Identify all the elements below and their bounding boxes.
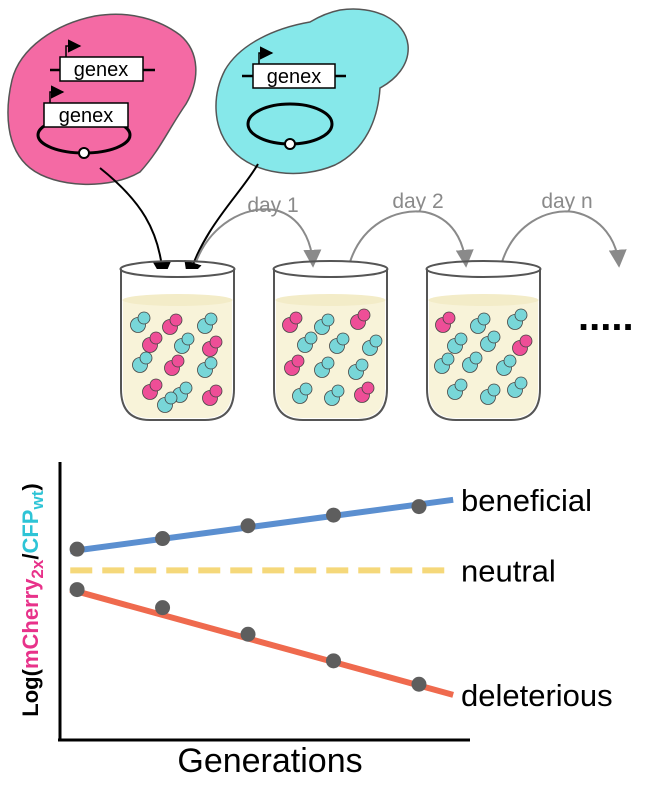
data-point <box>411 499 427 515</box>
pink-yeast-cell <box>284 354 305 376</box>
pink-yeast-cell <box>512 334 533 356</box>
cyan-yeast-cell <box>470 312 491 334</box>
pink-yeast-cell <box>142 378 163 400</box>
pink-gene-label-top: genex <box>74 59 129 81</box>
cyan-yeast-cell <box>447 332 468 354</box>
pink-gene-box-plasmid <box>43 102 129 128</box>
pink-yeast-cell <box>164 354 185 376</box>
pink-yeast-cell <box>202 384 223 406</box>
pink-strain-cell: genex genex <box>7 13 197 185</box>
cyan-yeast-cell <box>132 351 153 373</box>
pink-gene-label-plasmid: genex <box>59 105 114 127</box>
cyan-yeast-cell <box>324 384 345 406</box>
pink-yeast-cell <box>162 313 183 335</box>
cyan-yeast-cell <box>507 376 528 398</box>
cyan-yeast-cell <box>507 308 528 330</box>
pink-gene-box-top <box>59 56 144 82</box>
cyan-yeast-cell <box>447 378 468 400</box>
promoter-arrow-icon <box>65 39 82 57</box>
pink-yeast-cell <box>202 335 223 357</box>
transfer-label-day1: day 1 <box>247 194 298 217</box>
data-point <box>155 600 171 616</box>
pink-inoculation-arrow <box>99 167 171 280</box>
data-point <box>69 541 85 557</box>
cyan-yeast-cell <box>130 311 151 333</box>
culture-tube-3 <box>425 260 542 421</box>
cyan-yeast-cell <box>348 358 369 380</box>
series-label-beneficial: beneficial <box>461 483 592 518</box>
pink-yeast-cell <box>354 381 375 403</box>
transfer-arrow-dayn <box>501 210 627 268</box>
cyan-gene-label: genex <box>267 66 322 88</box>
cyan-yeast-cell <box>480 330 501 352</box>
data-point <box>326 507 342 523</box>
cyan-yeast-cell <box>462 351 483 373</box>
series-label-neutral: neutral <box>461 553 556 588</box>
cyan-yeast-cell <box>434 352 455 374</box>
data-point <box>240 626 256 642</box>
cyan-yeast-cell <box>174 332 195 354</box>
cyan-yeast-cell <box>314 313 335 335</box>
data-point <box>326 653 342 669</box>
cyan-yeast-cell <box>329 332 350 354</box>
cyan-yeast-cell <box>480 383 501 405</box>
cyan-cell-body <box>215 8 409 175</box>
transfer-arrow-day2 <box>349 210 474 268</box>
data-point <box>240 518 256 534</box>
pink-plasmid-origin <box>78 147 90 159</box>
transfer-arrow-day1 <box>195 208 322 268</box>
cyan-gene-box <box>252 63 336 89</box>
data-point <box>155 531 171 547</box>
pink-yeast-cell <box>435 311 456 333</box>
promoter-arrow-icon <box>258 46 274 64</box>
pink-yeast-cell <box>282 311 303 333</box>
data-point <box>411 676 427 692</box>
x-axis-title: Generations <box>177 742 362 780</box>
promoter-arrow-icon <box>49 85 65 103</box>
series-line-beneficial <box>69 496 454 555</box>
competition-chart: beneficial neutral deleterious Generations… <box>18 462 613 780</box>
cyan-yeast-cell <box>292 382 313 404</box>
cyan-yeast-cell <box>362 334 383 356</box>
data-point <box>69 582 85 598</box>
transfer-label-dayn: day n <box>541 190 592 213</box>
transfer-label-day2: day 2 <box>392 190 443 213</box>
y-axis-title: Log(mCherry2x/CFPwt) <box>18 483 47 716</box>
cyan-yeast-cell <box>197 312 218 334</box>
continuation-dots: ..... <box>578 295 634 339</box>
cyan-yeast-cell <box>297 331 318 353</box>
culture-tube-1 <box>119 260 236 421</box>
series-line-deleterious <box>69 586 454 698</box>
cyan-yeast-cell <box>157 391 178 413</box>
cyan-yeast-cell <box>314 356 335 378</box>
pink-yeast-cell <box>142 331 163 353</box>
pink-cell-body <box>7 13 197 185</box>
pink-yeast-cell <box>350 308 371 330</box>
culture-tube-2 <box>272 260 389 421</box>
cyan-strain-cell: genex <box>215 8 409 175</box>
series-label-deleterious: deleterious <box>461 678 613 713</box>
cyan-yeast-cell <box>197 356 218 378</box>
cyan-yeast-cell <box>496 354 517 376</box>
cyan-plasmid-origin <box>284 138 296 150</box>
